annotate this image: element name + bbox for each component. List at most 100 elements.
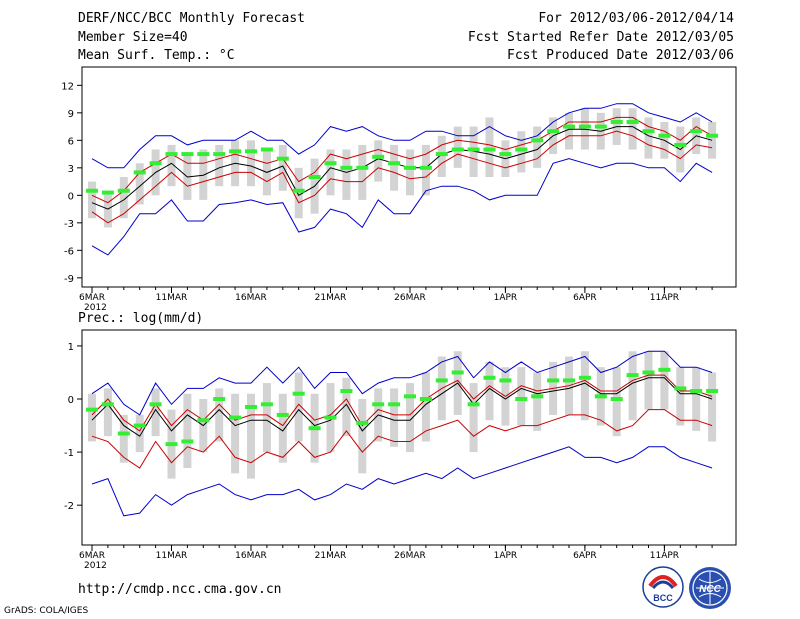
- ensemble-mean-mark-17: [356, 420, 369, 425]
- ensemble-box-36: [660, 351, 669, 410]
- footer-url[interactable]: http://cmdp.ncc.cma.gov.cn: [78, 582, 282, 597]
- ensemble-mean-mark-26: [499, 152, 512, 157]
- ensemble-mean-mark-34: [626, 120, 639, 124]
- ensemble-mean-mark-11: [260, 402, 273, 407]
- ensemble-mean-mark-13: [292, 188, 305, 193]
- x-tick-label: 11MAR: [156, 293, 188, 303]
- ensemble-mean-mark-20: [404, 394, 416, 399]
- y-tick-label: 6: [68, 136, 74, 147]
- ensemble-box-39: [708, 122, 717, 159]
- ensemble-mean-mark-2: [117, 431, 130, 436]
- ensemble-mean-mark-15: [324, 415, 337, 420]
- y-tick-label: 0: [68, 191, 74, 202]
- ensemble-mean-mark-32: [594, 124, 607, 129]
- ensemble-mean-mark-39: [706, 389, 719, 394]
- y-tick-label: -2: [64, 501, 74, 512]
- ensemble-mean-mark-30: [563, 378, 575, 383]
- ensemble-box-35: [644, 117, 653, 159]
- y-tick-label: -9: [64, 274, 74, 285]
- y-tick-label: 3: [68, 164, 74, 175]
- ensemble-mean-mark-18: [372, 402, 385, 407]
- ensemble-box-25: [485, 361, 494, 421]
- ensemble-mean-mark-23: [451, 370, 464, 375]
- ensemble-mean-mark-38: [690, 389, 703, 394]
- ensemble-box-21: [421, 144, 430, 196]
- ensemble-mean-mark-19: [388, 402, 401, 407]
- bcc-logo: BCC: [642, 566, 684, 608]
- ensemble-box-8: [215, 388, 224, 442]
- x-tick-label: 21MAR: [315, 551, 347, 561]
- ensemble-box-11: [262, 383, 271, 453]
- ensemble-box-10: [247, 393, 255, 479]
- x-tick-label: 26MAR: [394, 293, 426, 303]
- ensemble-box-3: [135, 163, 144, 205]
- y-tick-label: 1: [68, 342, 74, 353]
- ensemble-box-15: [326, 149, 335, 196]
- ensemble-mean-mark-19: [388, 161, 401, 166]
- x-tick-label: 11APR: [650, 551, 679, 561]
- ensemble-box-2: [119, 177, 128, 219]
- ensemble-box-28: [533, 372, 542, 431]
- ensemble-mean-mark-22: [435, 378, 448, 383]
- ensemble-mean-mark-37: [674, 142, 687, 147]
- ensemble-box-33: [612, 367, 621, 437]
- ensemble-mean-mark-7: [197, 418, 210, 423]
- x-tick-label: 6APR: [573, 293, 597, 303]
- ensemble-box-28: [533, 126, 542, 168]
- ensemble-mean-mark-10: [245, 149, 257, 154]
- ensemble-mean-mark-14: [308, 426, 321, 431]
- ensemble-box-35: [644, 351, 653, 410]
- ensemble-mean-mark-7: [197, 152, 210, 157]
- ensemble-mean-mark-35: [642, 129, 655, 134]
- ensemble-mean-mark-12: [276, 412, 289, 417]
- ensemble-mean-mark-5: [165, 152, 178, 157]
- ensemble-box-9: [231, 393, 240, 474]
- ensemble-box-24: [469, 383, 478, 453]
- ensemble-mean-mark-38: [690, 129, 703, 134]
- y-tick-label: -6: [64, 246, 74, 257]
- ensemble-mean-mark-3: [133, 170, 146, 175]
- ensemble-mean-mark-8: [213, 152, 226, 157]
- ensemble-mean-mark-31: [578, 375, 591, 380]
- ensemble-box-37: [676, 367, 685, 426]
- y-tick-label: 0: [68, 395, 74, 406]
- bcc-logo-text: BCC: [653, 593, 673, 603]
- ensemble-mean-mark-9: [229, 149, 242, 154]
- ensemble-mean-mark-12: [276, 156, 289, 161]
- ensemble-mean-mark-9: [229, 415, 242, 420]
- ensemble-box-10: [247, 140, 255, 187]
- ensemble-box-17: [358, 144, 367, 200]
- x-tick-label: 1APR: [494, 293, 518, 303]
- median-line: [91, 377, 713, 437]
- ensemble-mean-mark-24: [467, 147, 480, 152]
- ensemble-box-21: [421, 372, 430, 442]
- x-tick-label: 16MAR: [235, 551, 267, 561]
- ensemble-mean-mark-34: [626, 373, 639, 378]
- ensemble-box-19: [390, 144, 399, 191]
- x-year-label: 2012: [84, 561, 107, 571]
- median-line: [91, 126, 713, 210]
- x-tick-label: 6APR: [573, 551, 597, 561]
- x-year-label: 2012: [84, 303, 107, 313]
- x-tick-label: 11MAR: [156, 551, 188, 561]
- member-size: Member Size=40: [78, 30, 188, 45]
- ensemble-box-20: [406, 149, 414, 196]
- ensemble-box-16: [342, 149, 351, 200]
- ensemble-mean-mark-16: [340, 165, 353, 170]
- ncc-logo-text: NCC: [699, 584, 721, 595]
- ensemble-box-3: [135, 414, 144, 453]
- ensemble-mean-mark-21: [419, 165, 432, 170]
- ensemble-mean-mark-10: [245, 404, 257, 409]
- ncc-logo: NCC: [689, 567, 731, 609]
- x-tick-label: 16MAR: [235, 293, 267, 303]
- red_upper-line: [91, 116, 713, 204]
- ensemble-mean-mark-4: [149, 161, 162, 166]
- ensemble-box-13: [294, 167, 303, 219]
- ensemble-mean-mark-21: [419, 397, 432, 402]
- x-tick-label: 6MAR: [79, 293, 105, 303]
- x-tick-label: 21MAR: [315, 293, 347, 303]
- ensemble-mean-mark-6: [181, 439, 194, 444]
- ensemble-box-12: [278, 144, 287, 191]
- ensemble-mean-mark-23: [451, 147, 464, 152]
- ensemble-box-27: [517, 131, 526, 173]
